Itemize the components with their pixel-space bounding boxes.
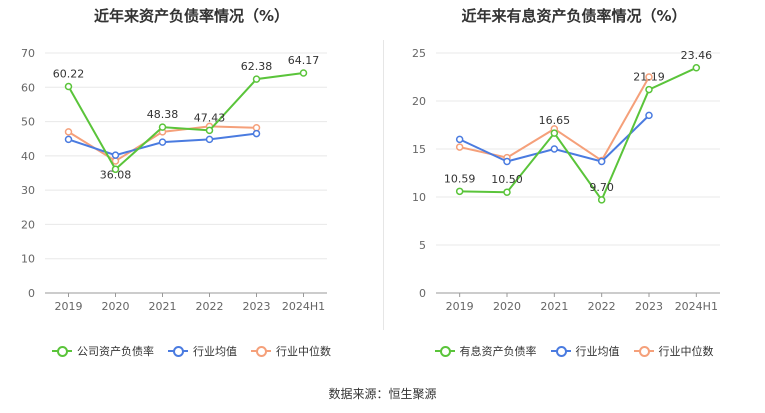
y-tick-label: 30 — [21, 184, 35, 197]
legend-swatch-icon — [251, 345, 271, 357]
panel-divider — [383, 40, 384, 330]
left-chart-title: 近年来资产负债率情况（%） — [93, 7, 290, 25]
data-point — [252, 75, 261, 83]
data-point — [64, 82, 73, 91]
data-label: 23.46 — [681, 49, 713, 62]
legend-label: 行业均值 — [193, 345, 237, 358]
legend-label: 公司资产负债率 — [77, 345, 154, 358]
right-chart-title: 近年来有息资产负债率情况（%） — [461, 7, 687, 25]
legend-item[interactable]: 行业中位数 — [633, 343, 714, 359]
y-tick-label: 60 — [21, 81, 35, 94]
x-tick-label: 2019 — [55, 300, 83, 313]
x-tick-label: 2020 — [493, 300, 521, 313]
y-tick-label: 50 — [21, 116, 35, 129]
data-label: 16.65 — [539, 114, 571, 127]
right-line-chart: 0 5 10 15 20 25 2019 2020 2021 2022 2023 2024H1 10.5… — [412, 47, 720, 313]
legend-item[interactable]: 公司资产负债率 — [52, 343, 154, 359]
x-tick-label: 2020 — [102, 300, 130, 313]
data-source-note: 数据来源：恒生聚源 — [328, 387, 437, 401]
data-point — [455, 187, 464, 196]
right-chart-panel: 近年来有息资产负债率情况（%） 0 5 10 15 20 25 2019 2020 2021 20… — [383, 0, 765, 413]
data-label: 9.70 — [589, 181, 614, 194]
data-label: 36.08 — [100, 168, 132, 181]
legend-label: 行业中位数 — [658, 345, 714, 358]
data-label: 21.19 — [633, 71, 665, 84]
data-point — [158, 138, 167, 146]
data-point — [64, 128, 73, 136]
data-label: 60.22 — [53, 68, 85, 81]
legend-label: 有息资产负债率 — [459, 345, 537, 358]
left-line-chart: 0 10 20 30 40 50 60 70 2019 2020 2021 2022 2023 2024H… — [21, 47, 327, 313]
y-tick-label: 15 — [412, 143, 426, 156]
data-point — [645, 111, 653, 120]
data-point — [455, 135, 464, 144]
data-point — [550, 129, 559, 137]
y-tick-label: 20 — [21, 218, 35, 231]
data-label: 10.59 — [444, 172, 476, 185]
legend-swatch-icon — [434, 345, 455, 357]
data-label: 48.38 — [147, 108, 179, 121]
data-point — [692, 64, 701, 72]
data-point — [645, 85, 653, 94]
data-point — [64, 135, 73, 144]
x-tick-label: 2022 — [196, 300, 224, 313]
data-point — [503, 157, 511, 166]
data-point — [299, 69, 308, 77]
data-point — [645, 73, 653, 81]
y-tick-label: 40 — [21, 150, 35, 163]
x-tick-label: 2023 — [243, 300, 271, 313]
data-point — [597, 157, 606, 166]
y-tick-label: 25 — [412, 47, 426, 60]
data-point — [111, 165, 120, 174]
y-tick-label: 70 — [21, 47, 35, 60]
left-chart-panel: 近年来资产负债率情况（%） 0 10 20 30 40 50 60 70 2019 2020 202… — [0, 7, 383, 359]
y-tick-label: 10 — [21, 253, 35, 266]
y-tick-label: 10 — [412, 191, 426, 204]
x-tick-label: 2024H1 — [282, 300, 325, 313]
x-tick-label: 2023 — [635, 300, 663, 313]
x-tick-label: 2021 — [149, 300, 177, 313]
legend-item[interactable]: 行业均值 — [550, 343, 620, 359]
legend-swatch-icon — [633, 345, 654, 357]
data-point — [111, 151, 120, 159]
data-point — [455, 143, 464, 151]
x-tick-label: 2019 — [446, 300, 474, 313]
series-line — [459, 66, 697, 202]
legend-item[interactable]: 行业均值 — [168, 343, 237, 359]
data-point — [205, 135, 214, 144]
data-label: 10.50 — [491, 173, 523, 186]
data-point — [550, 145, 559, 153]
y-tick-label: 5 — [419, 239, 426, 252]
right-chart-legend: 有息资产负债率 行业均值 行业中位数 — [383, 343, 765, 359]
legend-label: 行业中位数 — [276, 345, 331, 358]
left-chart-legend: 公司资产负债率 行业均值 行业中位数 — [0, 343, 383, 359]
legend-swatch-icon — [550, 345, 571, 357]
legend-swatch-icon — [52, 345, 72, 357]
legend-item[interactable]: 有息资产负债率 — [434, 343, 537, 359]
x-tick-label: 2021 — [540, 300, 568, 313]
data-label: 62.38 — [241, 60, 273, 73]
y-tick-label: 0 — [419, 287, 426, 300]
y-tick-label: 0 — [28, 287, 35, 300]
legend-swatch-icon — [168, 345, 188, 357]
series-line — [67, 71, 304, 171]
data-point — [158, 123, 167, 131]
legend-label: 行业均值 — [575, 345, 620, 358]
data-label: 47.43 — [194, 111, 226, 124]
x-tick-label: 2022 — [588, 300, 616, 313]
x-tick-label: 2024H1 — [675, 300, 718, 313]
data-point — [597, 196, 606, 204]
legend-item[interactable]: 行业中位数 — [251, 343, 331, 359]
data-point — [252, 129, 261, 138]
data-point — [205, 126, 214, 135]
data-label: 64.17 — [288, 54, 320, 67]
y-tick-label: 20 — [412, 95, 426, 108]
data-point — [503, 188, 511, 196]
